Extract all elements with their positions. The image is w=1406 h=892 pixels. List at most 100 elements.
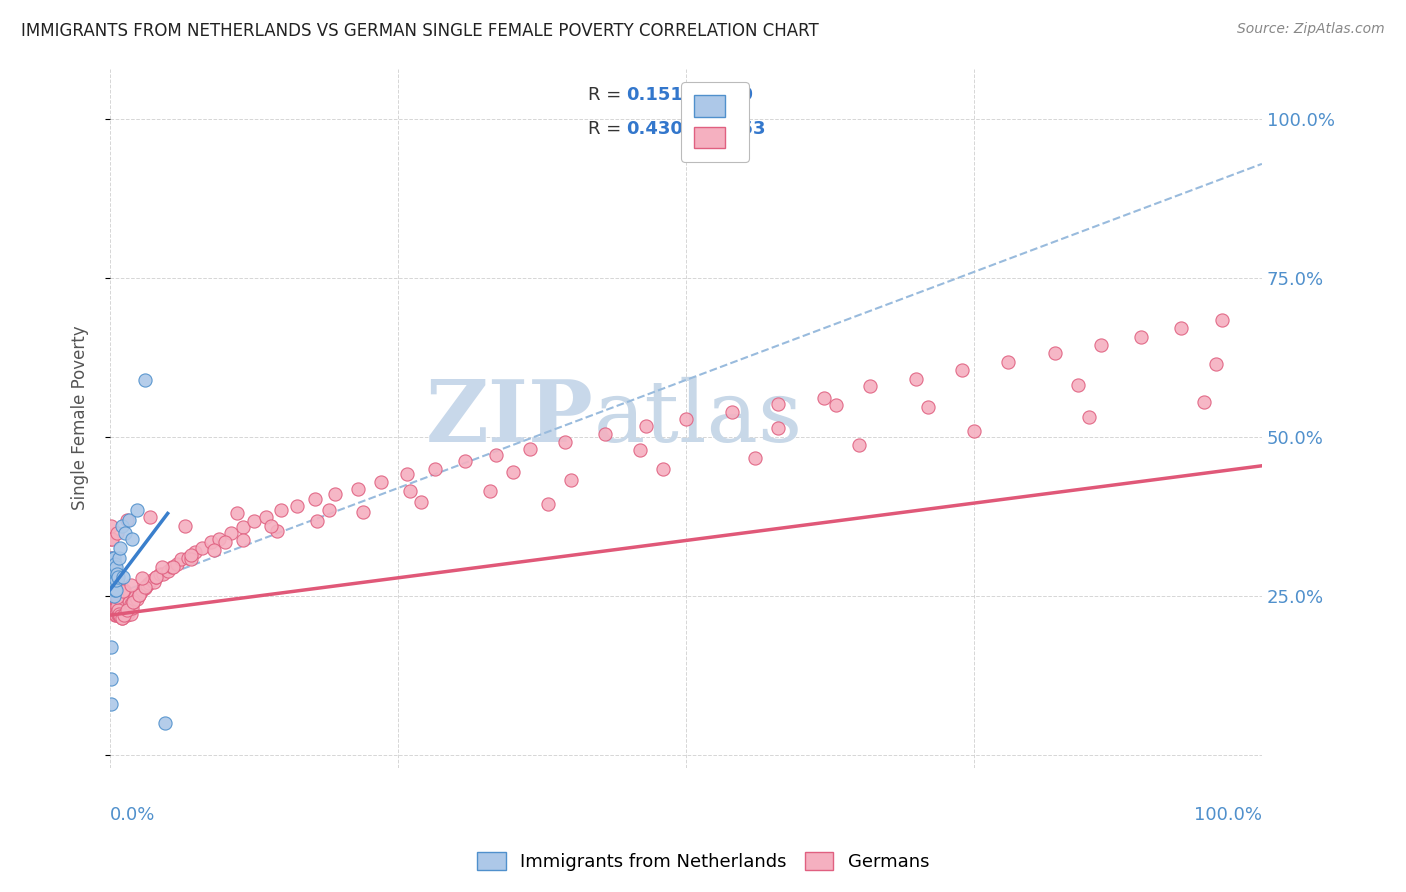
Point <box>104 576 127 591</box>
Point <box>104 584 127 599</box>
Point <box>260 519 283 533</box>
Point <box>101 582 124 597</box>
Point <box>103 570 125 584</box>
Point <box>111 584 134 599</box>
Point <box>952 363 974 377</box>
Text: ZIP: ZIP <box>426 376 593 460</box>
Point <box>107 576 129 591</box>
Point <box>537 497 560 511</box>
Point <box>121 532 143 546</box>
Point <box>108 608 131 623</box>
Point <box>110 609 132 624</box>
Point <box>485 448 508 462</box>
Point <box>117 595 139 609</box>
Point <box>323 487 346 501</box>
Point <box>180 552 202 566</box>
Point <box>110 602 132 616</box>
Point <box>103 589 125 603</box>
Point <box>479 484 502 499</box>
Point <box>112 599 135 613</box>
Point <box>145 570 167 584</box>
Point <box>111 597 134 611</box>
Point <box>848 438 870 452</box>
Point <box>285 499 308 513</box>
Point <box>560 474 582 488</box>
Point <box>766 420 789 434</box>
Point <box>155 716 177 731</box>
Point <box>114 525 136 540</box>
Point <box>225 507 247 521</box>
Point <box>110 592 132 607</box>
Point <box>117 513 139 527</box>
Point <box>117 605 139 619</box>
Point <box>766 397 789 411</box>
Point <box>122 595 145 609</box>
Point <box>107 603 129 617</box>
Point <box>117 598 139 612</box>
Point <box>125 592 148 607</box>
Point <box>100 564 122 578</box>
Point <box>162 560 184 574</box>
Point <box>128 588 150 602</box>
Point <box>141 573 163 587</box>
Point <box>200 535 222 549</box>
Point <box>1211 312 1233 326</box>
Point <box>118 603 141 617</box>
Point <box>105 580 128 594</box>
Point <box>917 400 939 414</box>
Point <box>112 582 135 597</box>
Point <box>131 571 153 585</box>
Point <box>104 560 127 574</box>
Point <box>120 607 142 621</box>
Point <box>110 609 132 624</box>
Point <box>997 355 1019 369</box>
Point <box>214 535 236 549</box>
Point <box>101 582 124 597</box>
Point <box>502 465 524 479</box>
Point <box>149 566 172 581</box>
Y-axis label: Single Female Poverty: Single Female Poverty <box>72 326 89 510</box>
Point <box>595 427 617 442</box>
Text: N =: N = <box>692 120 731 138</box>
Point <box>100 551 122 566</box>
Text: 0.0%: 0.0% <box>110 806 156 824</box>
Point <box>1066 378 1088 392</box>
Point <box>110 611 132 625</box>
Point <box>105 591 128 605</box>
Point <box>675 412 697 426</box>
Point <box>104 582 127 597</box>
Point <box>104 589 127 603</box>
Point <box>107 582 129 597</box>
Point <box>110 592 132 607</box>
Point <box>100 697 122 711</box>
Point <box>101 532 124 546</box>
Point <box>104 570 127 584</box>
Point <box>1043 346 1066 360</box>
Point <box>634 418 657 433</box>
Point <box>138 576 160 591</box>
Point <box>963 424 986 438</box>
Point <box>103 551 125 566</box>
Point <box>101 576 124 591</box>
Point <box>254 509 277 524</box>
Point <box>104 599 127 613</box>
Point <box>1129 330 1152 344</box>
Point <box>129 586 152 600</box>
Point <box>1194 395 1216 409</box>
Point <box>103 592 125 607</box>
Point <box>905 372 928 386</box>
Point <box>409 495 432 509</box>
Point <box>396 467 419 481</box>
Point <box>103 576 125 591</box>
Point <box>115 597 138 611</box>
Point <box>104 570 127 584</box>
Legend: Immigrants from Netherlands, Germans: Immigrants from Netherlands, Germans <box>470 845 936 879</box>
Point <box>134 373 156 387</box>
Legend: , : , <box>681 82 749 162</box>
Point <box>152 566 174 581</box>
Point <box>101 566 124 581</box>
Point <box>115 607 138 621</box>
Point <box>110 519 132 533</box>
Text: N =: N = <box>692 87 731 104</box>
Point <box>100 672 122 686</box>
